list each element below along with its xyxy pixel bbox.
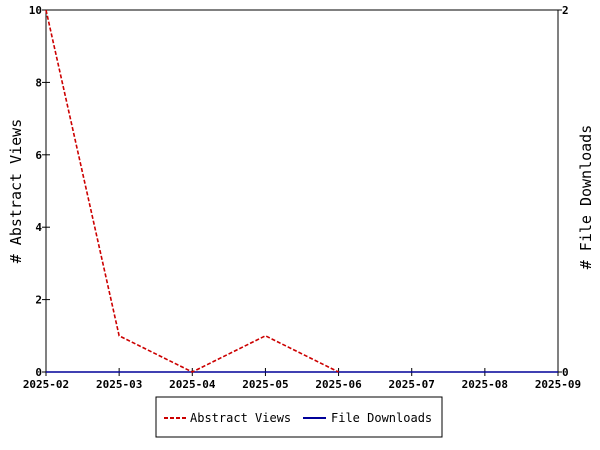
y2-tick-label: 2 <box>562 4 569 17</box>
legend-label-abstract-views: Abstract Views <box>190 411 291 425</box>
legend: Abstract Views File Downloads <box>155 396 443 438</box>
x-tick-label: 2025-02 <box>23 378 69 391</box>
x-tick-label: 2025-09 <box>535 378 581 391</box>
x-tick-label: 2025-06 <box>315 378 362 391</box>
y-tick-label: 0 <box>35 366 42 379</box>
x-tick-label: 2025-07 <box>389 378 435 391</box>
x-tick-label: 2025-03 <box>96 378 142 391</box>
y-tick-label: 2 <box>35 294 42 307</box>
axes <box>45 9 559 373</box>
y-tick-label: 8 <box>35 76 42 89</box>
x-tick-label: 2025-04 <box>169 378 216 391</box>
y-axis-title: # Abstract Views <box>7 119 25 264</box>
x-tick-label: 2025-08 <box>462 378 508 391</box>
series-layer <box>45 9 558 373</box>
y2-axis-title: # File Downloads <box>577 125 595 270</box>
legend-label-file-downloads: File Downloads <box>331 411 432 425</box>
y-tick-label: 6 <box>35 149 42 162</box>
y-tick-label: 4 <box>35 221 42 234</box>
x-tick-label: 2025-05 <box>242 378 288 391</box>
y2-tick-label: 0 <box>562 366 569 379</box>
ticks: 2025-02 2025-03 2025-04 2025-05 2025-06 2025-… <box>23 4 581 391</box>
y-tick-label: 10 <box>29 4 42 17</box>
series-line-abstract-views <box>45 9 339 373</box>
legend-box <box>155 396 443 438</box>
